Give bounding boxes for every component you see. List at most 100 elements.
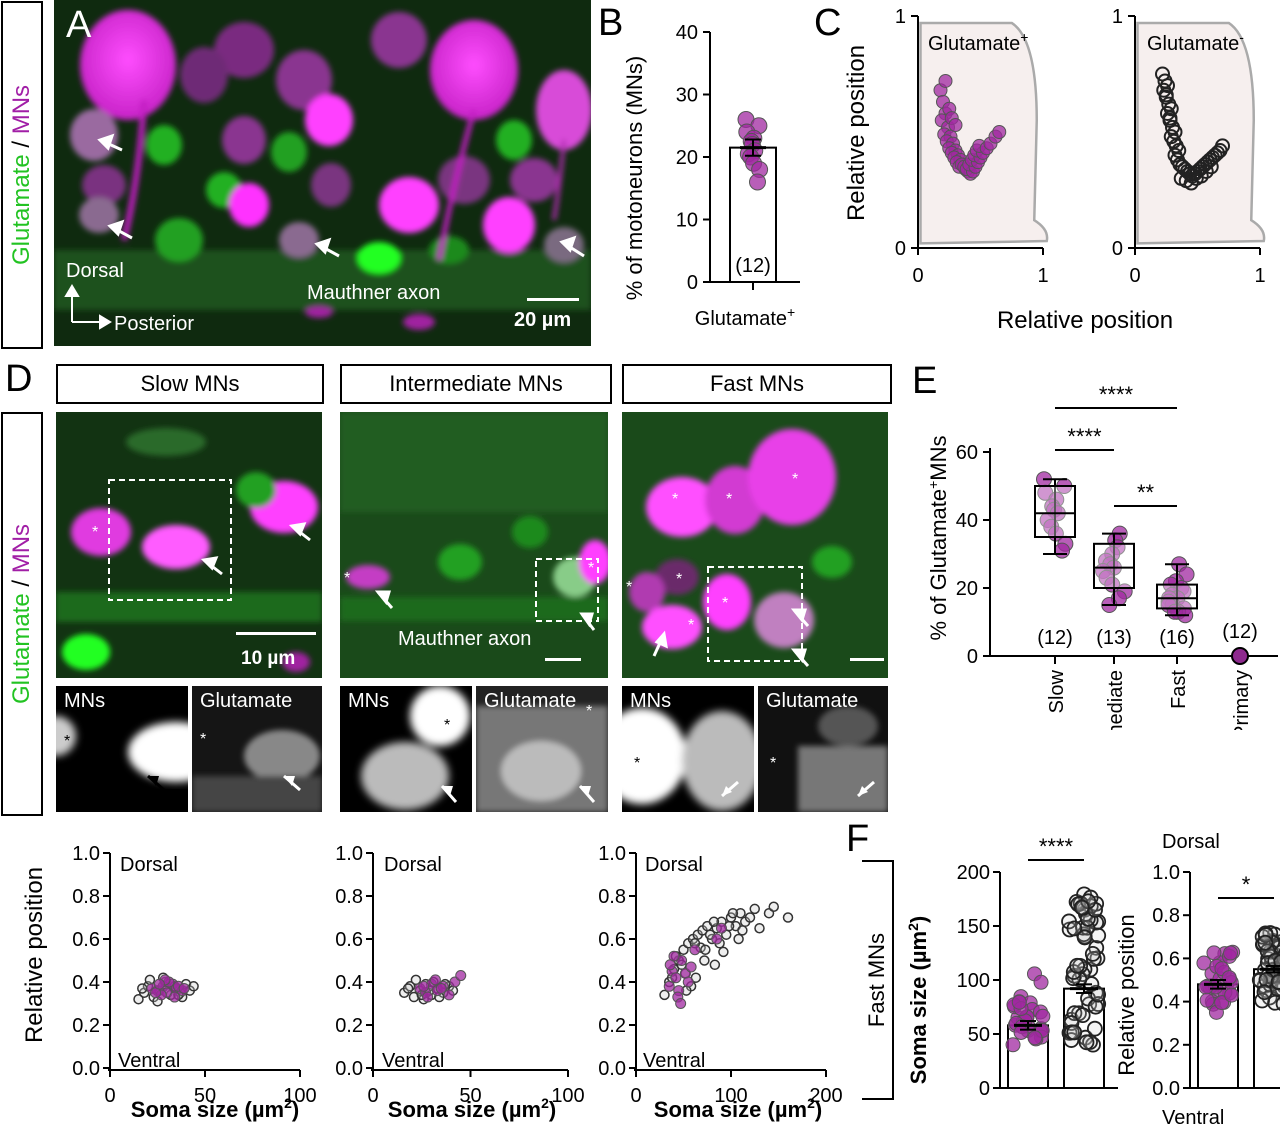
- panel-f-side-title: Fast MNs: [862, 860, 894, 1100]
- d-ventral-3: Ventral: [643, 1050, 705, 1072]
- data-point: [675, 998, 687, 1009]
- data-point: [748, 173, 766, 191]
- d-xlabel-1-text: Soma size (µm: [131, 1097, 284, 1122]
- x-tick-label: 0: [104, 1085, 115, 1107]
- data-point: [169, 991, 181, 1003]
- data-point: [1275, 996, 1280, 1011]
- panel-a-side-title: Glutamate / MNs: [1, 1, 43, 349]
- data-point: [754, 923, 765, 934]
- data-point: [735, 907, 746, 919]
- title-separator: /: [8, 134, 35, 155]
- x-tick-label: 50: [459, 1085, 481, 1107]
- data-point: [1160, 78, 1175, 94]
- micrograph-a-image: [54, 0, 591, 346]
- svg-text:*: *: [634, 755, 640, 772]
- data-point: [782, 912, 794, 923]
- f-ylabel-left-sup: 2: [905, 923, 921, 931]
- panel-b-ylabel: % of motoneurons (MNs): [622, 56, 647, 301]
- sig-label: ****: [1039, 834, 1074, 859]
- header-fast-mns: Fast MNs: [622, 364, 892, 404]
- x-tick-label: Primary: [1231, 670, 1253, 730]
- right-title-sup: -: [1239, 29, 1244, 45]
- data-point: [1183, 175, 1199, 191]
- svg-text:*: *: [588, 560, 594, 577]
- data-point: [443, 989, 455, 1001]
- d-xlabel-3-end: ): [815, 1097, 822, 1122]
- y-tick-label: 0: [1112, 238, 1123, 260]
- panel-d-side-title: Glutamate / MNs: [1, 412, 43, 816]
- data-point: [1087, 998, 1104, 1015]
- data-point: [429, 974, 441, 986]
- data-point: [1256, 984, 1273, 1001]
- y-tick-label: 0.8: [72, 886, 100, 908]
- box: [1156, 583, 1198, 610]
- svg-text:*: *: [726, 491, 732, 508]
- y-tick-label: 40: [956, 510, 978, 532]
- data-point: [144, 974, 156, 986]
- y-tick-label: 0.6: [72, 929, 100, 951]
- x-tick-label: 1: [1037, 265, 1048, 287]
- x-tick-label: 50: [194, 1085, 216, 1107]
- y-tick-label: 0.4: [335, 972, 363, 994]
- sig-label: *: [1242, 872, 1251, 897]
- svg-text:*: *: [200, 731, 206, 748]
- data-point: [718, 946, 729, 958]
- y-tick-label: 40: [676, 22, 698, 44]
- data-point: [137, 983, 148, 994]
- fast-mns-side-label: Fast MNs: [864, 932, 889, 1028]
- data-point: [1198, 979, 1214, 995]
- data-point: [1257, 934, 1274, 951]
- data-point: [1005, 1037, 1021, 1053]
- data-point: [1084, 946, 1101, 962]
- y-tick-label: 1.0: [598, 843, 626, 865]
- data-point: [1171, 143, 1187, 159]
- y-tick-label: 0.8: [335, 886, 363, 908]
- data-point: [737, 925, 748, 936]
- panel-b-xlabel-text: Glutamate: [695, 308, 787, 330]
- y-tick-label: 0: [979, 1078, 990, 1100]
- mns-label: MNs: [8, 84, 35, 135]
- f-ylabel-left-text: Soma size (µm: [906, 931, 931, 1084]
- y-tick-label: 0.6: [335, 929, 363, 951]
- f-ventral: Ventral: [1162, 1107, 1224, 1129]
- data-point: [1215, 138, 1230, 154]
- data-point: [1078, 1034, 1095, 1051]
- panel-b-xlabel: Glutamate+: [695, 304, 795, 330]
- data-point: [709, 959, 721, 971]
- tile-slow-mns: * MNs: [56, 686, 188, 812]
- d-ventral-1: Ventral: [118, 1050, 180, 1072]
- panel-e-letter: E: [912, 360, 938, 402]
- y-tick-label: 0.4: [598, 972, 626, 994]
- x-tick-label: 1: [1254, 265, 1265, 287]
- data-point: [178, 982, 190, 994]
- data-point: [992, 125, 1007, 139]
- header-intermediate-mns: Intermediate MNs: [340, 364, 612, 404]
- tile-intermediate-glutamate: * Glutamate: [476, 686, 608, 812]
- y-tick-label: 10: [676, 210, 698, 232]
- d-xlabel-1-end: ): [292, 1097, 299, 1122]
- header-slow-mns: Slow MNs: [56, 364, 324, 404]
- data-point: [1090, 986, 1107, 1003]
- data-point: [1193, 168, 1209, 184]
- data-point: [1167, 124, 1183, 140]
- y-tick-label: 0.2: [1152, 1035, 1180, 1057]
- posterior-label: Posterior: [114, 313, 195, 335]
- y-tick-label: 30: [676, 85, 698, 107]
- data-point: [422, 991, 434, 1003]
- d-xlabel-2-text: Soma size (µm: [388, 1097, 541, 1122]
- y-tick-label: 0: [967, 646, 978, 668]
- tile-label-mns-3: MNs: [630, 690, 672, 712]
- panel-c-chart: Relative position Relative position 0011…: [843, 6, 1266, 334]
- svg-text:*: *: [444, 717, 450, 734]
- n-label: (12): [1037, 627, 1073, 649]
- data-point: [716, 922, 727, 934]
- data-point: [1206, 945, 1222, 961]
- panel-b-chart: 0 10 20 30 40 % of motoneurons (MNs) Glutama…: [622, 22, 800, 330]
- spinal-cord-outline: [919, 21, 1049, 245]
- panel-c-left-title: Glutamate+: [928, 29, 1028, 55]
- panel-c-ylabel: Relative position: [843, 45, 870, 221]
- data-point: [188, 981, 199, 992]
- y-tick-label: 0.0: [335, 1058, 363, 1080]
- data-point: [1231, 647, 1249, 665]
- y-tick-label: 0.4: [1152, 992, 1180, 1014]
